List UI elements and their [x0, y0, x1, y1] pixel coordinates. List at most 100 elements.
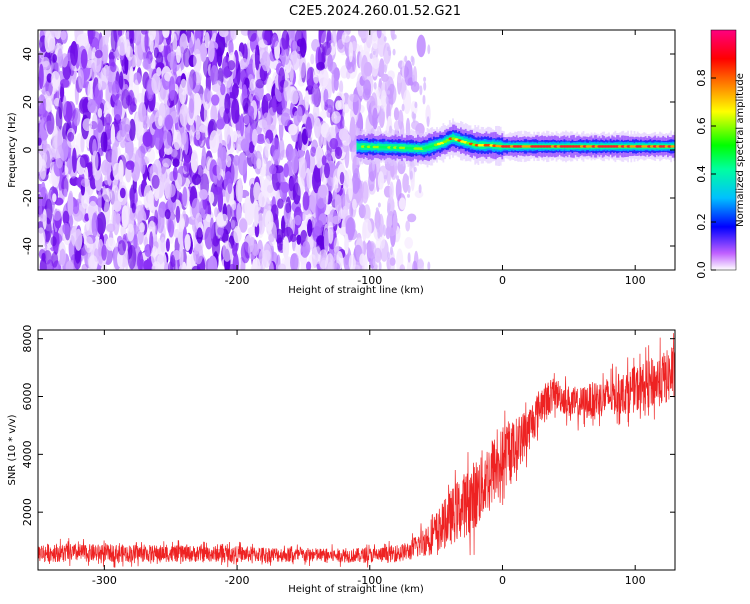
spectrogram-noise-cell: [140, 204, 145, 213]
spectrogram-noise-cell: [38, 214, 47, 223]
spectrogram-noise-cell: [357, 30, 368, 39]
spectrogram-carrier-cell: [356, 142, 359, 151]
spectrogram-noise-cell: [72, 147, 77, 173]
spectrogram-noise-cell: [322, 41, 332, 56]
spectrogram-noise-cell: [201, 146, 207, 170]
spectrogram-noise-cell: [160, 236, 166, 253]
spectrogram-noise-cell: [101, 244, 107, 261]
colorbar-label: Normalized spectral amplitude: [735, 73, 746, 227]
spectrogram-noise-cell: [392, 214, 398, 232]
spectrogram-noise-cell: [267, 107, 277, 132]
spectrogram-noise-cell: [363, 204, 371, 223]
spectrogram-noise-cell: [193, 48, 202, 74]
spectrogram-noise-cell: [373, 82, 377, 90]
spectrogram-noise-cell: [189, 122, 195, 147]
spectrogram-noise-cell: [38, 94, 47, 116]
spectrogram-noise-cell: [54, 197, 64, 206]
spectrogram-noise-cell: [308, 153, 316, 173]
spectrogram-noise-cell: [249, 78, 256, 91]
spectrogram-noise-cell: [94, 49, 103, 59]
spectrogram-noise-cell: [222, 240, 232, 262]
spectrogram-noise-cell: [191, 173, 202, 186]
spectrogram-noise-cell: [119, 187, 126, 199]
spectrogram-noise-cell: [261, 51, 271, 72]
spectrogram-noise-cell: [276, 234, 283, 245]
spectrogram-noise-cell: [51, 251, 59, 268]
colorbar: 0.0 0.2 0.4 0.6 0.8 Normalized spectral ampl…: [695, 29, 746, 279]
spectrogram-noise-cell: [119, 71, 124, 90]
spectrogram-noise-cell: [88, 255, 98, 269]
spectrogram-noise-cell: [134, 30, 142, 46]
spectrogram-noise-cell: [258, 191, 267, 208]
spectrogram-noise-cell: [80, 178, 90, 188]
spectrogram-noise-cell: [339, 171, 345, 185]
snr-xlabel: Height of straight line (km): [288, 584, 424, 595]
spectrogram-carrier-core: [442, 140, 448, 143]
spectrogram-noise-cell: [230, 219, 236, 229]
spectrogram-noise-cell: [271, 34, 279, 48]
spectrogram-noise-cell: [138, 102, 147, 123]
spectrogram-noise-cell: [63, 188, 68, 198]
spectrogram-noise-cell: [60, 30, 67, 41]
spectrogram-noise-cell: [390, 246, 393, 256]
figure-title: C2E5.2024.260.01.52.G21: [289, 4, 461, 19]
spectrogram-noise-cell: [323, 88, 329, 106]
spectrogram-noise-cell: [361, 54, 369, 81]
spectrogram-ylabel: Frequency (Hz): [7, 112, 18, 188]
spectrogram-noise-cell: [377, 202, 381, 208]
spectrogram-noise-cell: [38, 227, 46, 249]
colorbar-tick-label: 0.8: [695, 69, 708, 87]
spectrogram-noise-cell: [209, 217, 215, 239]
spectrogram-noise-cell: [359, 253, 366, 266]
spectrogram-noise-cell: [102, 188, 113, 202]
spectrogram-noise-cell: [117, 240, 126, 256]
spectrogram-noise-cell: [312, 83, 319, 107]
spectrogram-ytick-label: 20: [21, 95, 34, 109]
spectrogram-noise-cell: [346, 217, 356, 237]
spectrogram-noise-cell: [251, 128, 258, 146]
spectrogram-noise-cell: [39, 186, 48, 207]
spectrogram-noise-cell: [62, 210, 70, 226]
spectrogram-noise-cell: [403, 89, 411, 114]
spectrogram-noise-cell: [219, 30, 229, 38]
spectrogram-noise-cell: [324, 162, 330, 179]
spectrogram-noise-cell: [314, 117, 322, 139]
spectrogram-noise-cell: [171, 148, 178, 158]
spectrogram-noise-cell: [381, 95, 387, 106]
spectrogram-noise-cell: [59, 248, 66, 266]
spectrogram-noise-cell: [291, 148, 299, 174]
spectrogram-noise-cell: [214, 207, 219, 218]
spectrogram-noise-cell: [352, 198, 357, 211]
spectrogram-noise-cell: [349, 116, 356, 141]
spectrogram-noise-cell: [326, 131, 332, 142]
spectrogram-noise-cell: [129, 211, 138, 221]
spectrogram-noise-cell: [378, 261, 382, 270]
spectrogram-noise-cell: [117, 30, 123, 38]
spectrogram-noise-cell: [251, 258, 257, 270]
spectrogram-noise-cell: [278, 263, 286, 270]
spectrogram-noise-cell: [97, 191, 102, 214]
spectrogram-noise-cell: [125, 160, 135, 170]
spectrogram-noise-cell: [193, 92, 202, 116]
spectrogram-noise-cell: [190, 150, 199, 173]
spectrogram-noise-cell: [278, 67, 286, 93]
snr-ticks: -300 -200 -100 0 100 2000 4000 6000 8000: [21, 325, 675, 587]
spectrogram-noise-cell: [348, 41, 353, 63]
spectrogram-noise-cell: [194, 243, 204, 265]
spectrogram-noise-cell: [419, 85, 423, 96]
spectrogram-noise-cell: [423, 81, 427, 91]
spectrogram-noise-cell: [164, 114, 174, 130]
spectrogram-noise-cell: [112, 162, 123, 180]
snr-xtick-label: -300: [92, 574, 117, 587]
spectrogram-noise-cell: [401, 103, 405, 112]
spectrogram-noise-cell: [210, 104, 218, 124]
spectrogram-noise-cell: [80, 49, 88, 69]
spectrogram-noise-cell: [238, 218, 248, 233]
spectrogram-noise-cell: [199, 42, 207, 62]
spectrogram-noise-cell: [233, 154, 241, 166]
spectrogram-noise-cell: [52, 54, 57, 63]
spectrogram-noise-cell: [240, 241, 251, 264]
spectrogram-noise-cell: [323, 229, 329, 253]
spectrogram-noise-cell: [363, 218, 372, 239]
spectrogram-noise-cell: [134, 149, 142, 175]
